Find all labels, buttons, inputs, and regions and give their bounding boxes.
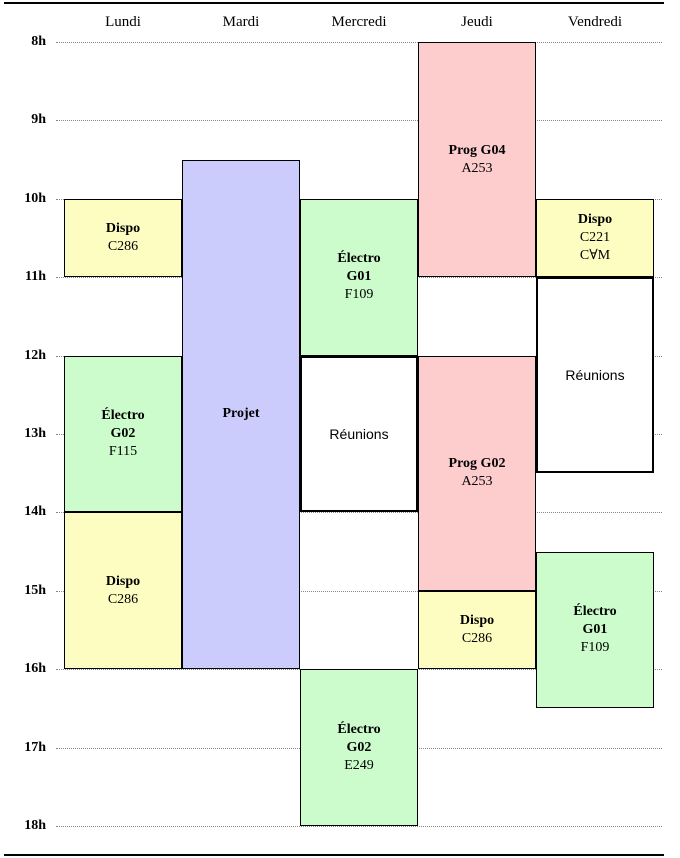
event-dispo[interactable]: Dispo C286 bbox=[418, 590, 536, 670]
hour-label: 18h bbox=[0, 818, 46, 842]
event-content: Électro G01 F109 bbox=[560, 603, 630, 657]
hour-gridline bbox=[56, 512, 662, 514]
hour-label: 17h bbox=[0, 740, 46, 764]
day-header-vendredi: Vendredi bbox=[567, 14, 623, 30]
hour-label-text: 18h bbox=[24, 818, 46, 833]
day-header-lundi: Lundi bbox=[105, 14, 141, 30]
event-meeting[interactable]: Réunions bbox=[300, 355, 418, 513]
event-dispo[interactable]: Dispo C221 C∀M bbox=[536, 198, 654, 278]
event-content: Électro G02 F115 bbox=[88, 407, 158, 461]
event-content: Réunions bbox=[565, 366, 624, 384]
hour-label: 14h bbox=[0, 504, 46, 528]
hour-label-text: 13h bbox=[24, 426, 46, 441]
event-dispo[interactable]: Dispo C286 bbox=[64, 512, 182, 670]
event-content: Dispo C286 bbox=[460, 612, 494, 648]
event-title: Projet bbox=[222, 406, 260, 422]
event-content: Réunions bbox=[329, 425, 388, 443]
event-content: Prog G02 A253 bbox=[449, 455, 506, 491]
event-title: Électro G02 bbox=[337, 721, 381, 755]
event-room: C286 bbox=[107, 238, 139, 254]
event-title: Électro G02 bbox=[101, 407, 145, 441]
event-electro[interactable]: Électro G02 F115 bbox=[64, 355, 182, 513]
event-content: Projet bbox=[222, 405, 259, 423]
event-title: Prog G02 bbox=[448, 456, 506, 472]
event-content: Électro G01 F109 bbox=[324, 250, 394, 304]
hour-label-text: 12h bbox=[24, 347, 46, 363]
event-title: Dispo bbox=[459, 612, 495, 628]
hour-label-text: 8h bbox=[31, 34, 46, 49]
event-room: F109 bbox=[344, 287, 374, 303]
event-room: C221 bbox=[579, 229, 611, 245]
day-header-jeudi: Jeudi bbox=[461, 14, 493, 30]
hour-label-text: 14h bbox=[24, 504, 46, 520]
hour-label: 12h bbox=[0, 348, 46, 372]
hour-gridline bbox=[56, 590, 662, 592]
event-content: Dispo C286 bbox=[106, 573, 140, 609]
hour-label: 8h bbox=[0, 34, 46, 58]
event-title: Électro G01 bbox=[337, 251, 381, 285]
event-room: C∀M bbox=[579, 247, 611, 263]
hour-gridline bbox=[56, 120, 662, 122]
top-rule bbox=[4, 2, 664, 4]
hour-label-text: 10h bbox=[24, 190, 46, 206]
event-title: Réunions bbox=[329, 425, 389, 442]
hour-label-text: 11h bbox=[24, 269, 46, 285]
hour-label-text: 16h bbox=[24, 661, 46, 677]
hour-gridline bbox=[56, 826, 662, 827]
event-electro[interactable]: Électro G01 F109 bbox=[300, 198, 418, 356]
day-header-mardi: Mardi bbox=[222, 14, 260, 30]
event-dispo[interactable]: Dispo C286 bbox=[64, 198, 182, 278]
event-content: Dispo C221 C∀M bbox=[578, 211, 612, 265]
event-room: F109 bbox=[580, 639, 610, 655]
event-title: Dispo bbox=[105, 573, 141, 589]
hour-label-text: 9h bbox=[31, 112, 46, 128]
event-room: C286 bbox=[107, 591, 139, 607]
hour-label: 16h bbox=[0, 661, 46, 685]
day-header-mercredi: Mercredi bbox=[331, 14, 387, 30]
hour-gridline bbox=[56, 42, 662, 43]
event-title: Dispo bbox=[577, 211, 613, 227]
event-room: A253 bbox=[461, 160, 493, 176]
event-title: Réunions bbox=[565, 367, 625, 384]
event-title: Dispo bbox=[105, 220, 141, 236]
event-content: Prog G04 A253 bbox=[449, 142, 506, 178]
event-prog[interactable]: Prog G02 A253 bbox=[418, 355, 536, 591]
event-room: F115 bbox=[108, 443, 138, 459]
event-electro[interactable]: Électro G02 E249 bbox=[300, 669, 418, 826]
event-title: Électro G01 bbox=[573, 603, 617, 637]
hour-label-text: 17h bbox=[24, 739, 46, 755]
event-electro[interactable]: Électro G01 F109 bbox=[536, 551, 654, 709]
hour-label: 13h bbox=[0, 426, 46, 450]
event-content: Dispo C286 bbox=[106, 220, 140, 256]
event-title: Prog G04 bbox=[448, 142, 506, 158]
hour-label: 11h bbox=[0, 269, 46, 293]
event-projet[interactable]: Projet bbox=[182, 159, 300, 670]
event-room: E249 bbox=[344, 757, 374, 773]
hour-label: 9h bbox=[0, 112, 46, 136]
hour-label: 10h bbox=[0, 191, 46, 215]
event-meeting[interactable]: Réunions bbox=[536, 277, 654, 474]
event-content: Électro G02 E249 bbox=[324, 721, 394, 775]
hour-label-text: 15h bbox=[24, 582, 46, 598]
event-room: A253 bbox=[461, 474, 493, 490]
event-prog[interactable]: Prog G04 A253 bbox=[418, 42, 536, 278]
hour-label: 15h bbox=[0, 583, 46, 607]
bottom-rule bbox=[4, 854, 664, 856]
event-room: C286 bbox=[461, 630, 493, 646]
